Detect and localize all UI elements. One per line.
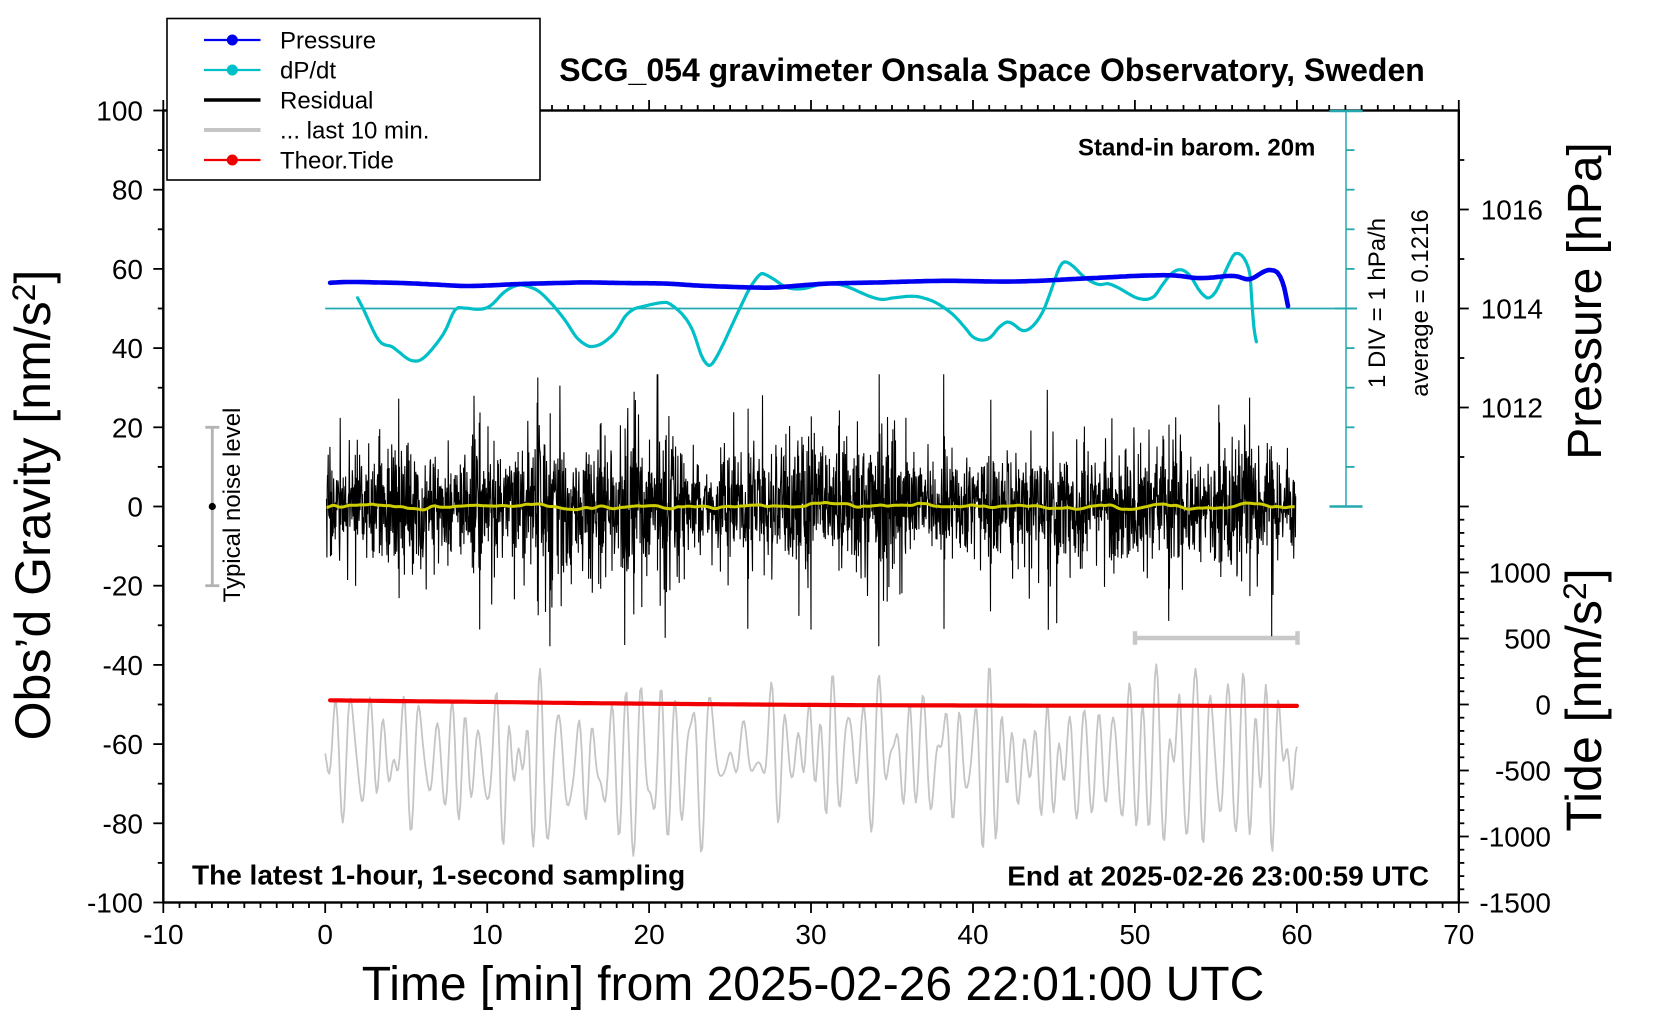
svg-text:End at 2025-02-26 23:00:59 UTC: End at 2025-02-26 23:00:59 UTC: [1007, 861, 1429, 892]
svg-text:0: 0: [127, 492, 143, 523]
svg-text:0: 0: [1535, 690, 1551, 721]
svg-text:Stand-in barom. 20m: Stand-in barom. 20m: [1078, 135, 1315, 162]
svg-text:-20: -20: [103, 571, 143, 602]
svg-text:Tide [nm/s2]: Tide [nm/s2]: [1556, 568, 1612, 831]
svg-text:40: 40: [957, 919, 988, 950]
svg-text:The latest 1-hour, 1-second sa: The latest 1-hour, 1-second sampling: [192, 860, 685, 891]
svg-text:SCG_054 gravimeter Onsala Spac: SCG_054 gravimeter Onsala Space Observat…: [559, 52, 1425, 88]
svg-text:... last 10 min.: ... last 10 min.: [280, 118, 429, 145]
svg-text:-500: -500: [1495, 756, 1551, 787]
svg-text:-10: -10: [143, 919, 183, 950]
svg-text:0: 0: [317, 919, 333, 950]
svg-text:Pressure [hPa]: Pressure [hPa]: [1559, 142, 1612, 459]
svg-text:1 DIV = 1 hPa/h: 1 DIV = 1 hPa/h: [1364, 218, 1391, 388]
svg-text:100: 100: [96, 96, 143, 127]
svg-text:20: 20: [634, 919, 665, 950]
svg-text:-60: -60: [103, 729, 143, 760]
svg-text:50: 50: [1119, 919, 1150, 950]
svg-text:1016: 1016: [1481, 195, 1543, 226]
svg-text:80: 80: [112, 175, 143, 206]
svg-text:-1000: -1000: [1479, 822, 1551, 853]
svg-text:60: 60: [1281, 919, 1312, 950]
svg-text:Time [min] from 2025-02-26 22:: Time [min] from 2025-02-26 22:01:00 UTC: [362, 958, 1265, 1011]
svg-text:-1500: -1500: [1479, 888, 1551, 919]
svg-text:60: 60: [112, 254, 143, 285]
svg-text:20: 20: [112, 412, 143, 443]
svg-text:-80: -80: [103, 808, 143, 839]
svg-text:Residual: Residual: [280, 88, 373, 115]
svg-text:Typical noise level: Typical noise level: [219, 408, 246, 603]
svg-text:10: 10: [472, 919, 503, 950]
svg-text:500: 500: [1504, 624, 1551, 655]
svg-text:40: 40: [112, 333, 143, 364]
svg-text:Pressure: Pressure: [280, 28, 376, 55]
svg-text:average = 0.1216: average = 0.1216: [1407, 209, 1434, 397]
svg-text:Obs’d Gravity [nm/s2]: Obs’d Gravity [nm/s2]: [5, 270, 61, 741]
svg-text:-40: -40: [103, 650, 143, 681]
svg-text:1012: 1012: [1481, 393, 1543, 424]
svg-text:1014: 1014: [1481, 294, 1543, 325]
svg-text:1000: 1000: [1489, 558, 1551, 589]
svg-text:30: 30: [795, 919, 826, 950]
svg-text:-100: -100: [87, 888, 143, 919]
svg-text:dP/dt: dP/dt: [280, 58, 336, 85]
svg-text:70: 70: [1443, 919, 1474, 950]
svg-text:Theor.Tide: Theor.Tide: [280, 148, 394, 175]
